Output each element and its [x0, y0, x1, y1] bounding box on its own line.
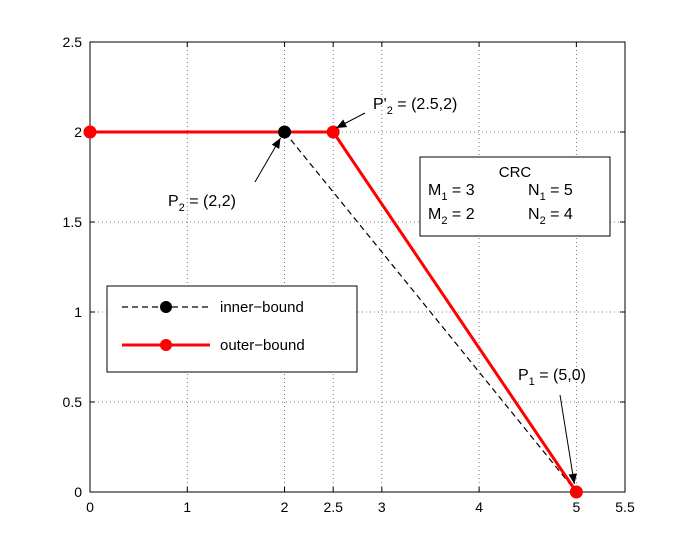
plot-area — [89, 41, 626, 493]
info-box-title: CRC — [499, 164, 532, 181]
legend-inner-label: inner−bound — [220, 299, 304, 316]
x-tick-label: 4 — [475, 499, 483, 515]
legend-outer-label: outer−bound — [220, 337, 305, 354]
inner-bound-marker — [278, 125, 292, 139]
x-tick-label: 2 — [281, 499, 289, 515]
info-box-entry: M1 = 3 — [428, 182, 475, 203]
x-tick-label: 0 — [86, 499, 94, 515]
info-box-entry: N2 = 4 — [528, 206, 573, 227]
y-tick-label: 0.5 — [63, 394, 83, 410]
annotation-p2-arrow-head — [271, 138, 281, 149]
info-box-entry: N1 = 5 — [528, 182, 573, 203]
legend — [106, 285, 358, 373]
inner-bound-line — [284, 131, 577, 493]
x-tick-label: 2.5 — [323, 499, 343, 515]
outer-bound-marker — [83, 125, 97, 139]
x-tick-label: 5.5 — [615, 499, 635, 515]
y-tick-label: 1 — [74, 304, 82, 320]
info-box-entry: M2 = 2 — [428, 206, 475, 227]
y-tick-label: 1.5 — [63, 214, 83, 230]
legend-outer-marker — [160, 339, 172, 351]
annotation-p1: P1 = (5,0) — [518, 367, 586, 388]
outer-bound-marker — [326, 125, 340, 139]
y-tick-label: 2 — [74, 124, 82, 140]
legend-inner-marker — [160, 301, 172, 313]
info-box — [419, 156, 611, 237]
annotation-p2: P2 = (2,2) — [168, 193, 236, 214]
y-tick-label: 2.5 — [63, 34, 83, 50]
annotation-p1-arrow — [559, 394, 575, 485]
x-tick-label: 1 — [183, 499, 191, 515]
annotation-p2-prime: P'2 = (2.5,2) — [373, 96, 457, 117]
annotation-p1-arrow-head — [568, 473, 577, 484]
annotation-p2-prime-arrow-head — [336, 119, 348, 128]
x-tick-label: 3 — [378, 499, 386, 515]
outer-bound-marker — [569, 485, 583, 499]
y-tick-label: 0 — [74, 484, 82, 500]
x-tick-label: 5 — [572, 499, 580, 515]
